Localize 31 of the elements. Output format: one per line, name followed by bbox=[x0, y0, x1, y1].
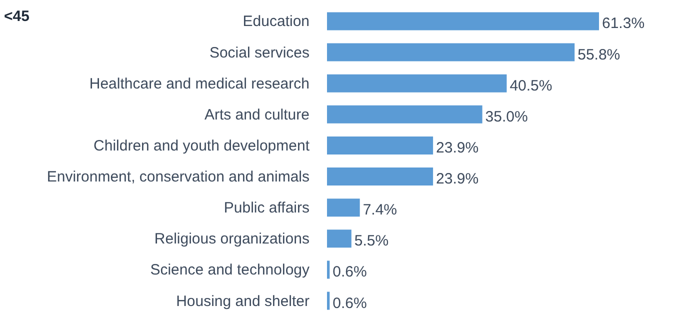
data-label: 7.4% bbox=[362, 202, 398, 219]
bar bbox=[327, 43, 575, 62]
y-tick-label: Science and technology bbox=[150, 262, 310, 279]
y-tick-label: Education bbox=[242, 13, 310, 30]
data-label: 55.8% bbox=[578, 46, 620, 64]
data-label: 0.6% bbox=[332, 264, 367, 281]
data-label: 0.6% bbox=[332, 294, 367, 312]
bar bbox=[327, 136, 434, 154]
data-label: 61.3% bbox=[602, 15, 645, 32]
bar bbox=[327, 230, 352, 248]
y-tick-label: Public affairs bbox=[224, 200, 310, 217]
bar bbox=[327, 198, 360, 217]
y-tick-label: Healthcare and medical research bbox=[89, 75, 310, 92]
data-label: 40.5% bbox=[510, 77, 552, 94]
bar bbox=[327, 260, 330, 279]
data-label: 5.5% bbox=[354, 232, 389, 250]
bar bbox=[327, 168, 434, 186]
y-tick-label: Children and youth development bbox=[94, 137, 310, 154]
data-label: 35.0% bbox=[485, 108, 528, 126]
bar bbox=[327, 12, 599, 30]
y-tick-label: Housing and shelter bbox=[176, 292, 310, 310]
y-tick-label: Religious organizations bbox=[154, 230, 310, 248]
y-tick-label: Arts and culture bbox=[204, 106, 310, 124]
data-label: 23.9% bbox=[436, 170, 479, 188]
data-label: 23.9% bbox=[436, 139, 479, 156]
bar bbox=[327, 292, 330, 310]
text: <45 bbox=[4, 8, 30, 25]
bar bbox=[327, 74, 507, 92]
bar bbox=[327, 105, 482, 124]
y-tick-label: Social services bbox=[209, 44, 310, 62]
y-tick-label: Environment, conservation and animals bbox=[46, 168, 310, 186]
